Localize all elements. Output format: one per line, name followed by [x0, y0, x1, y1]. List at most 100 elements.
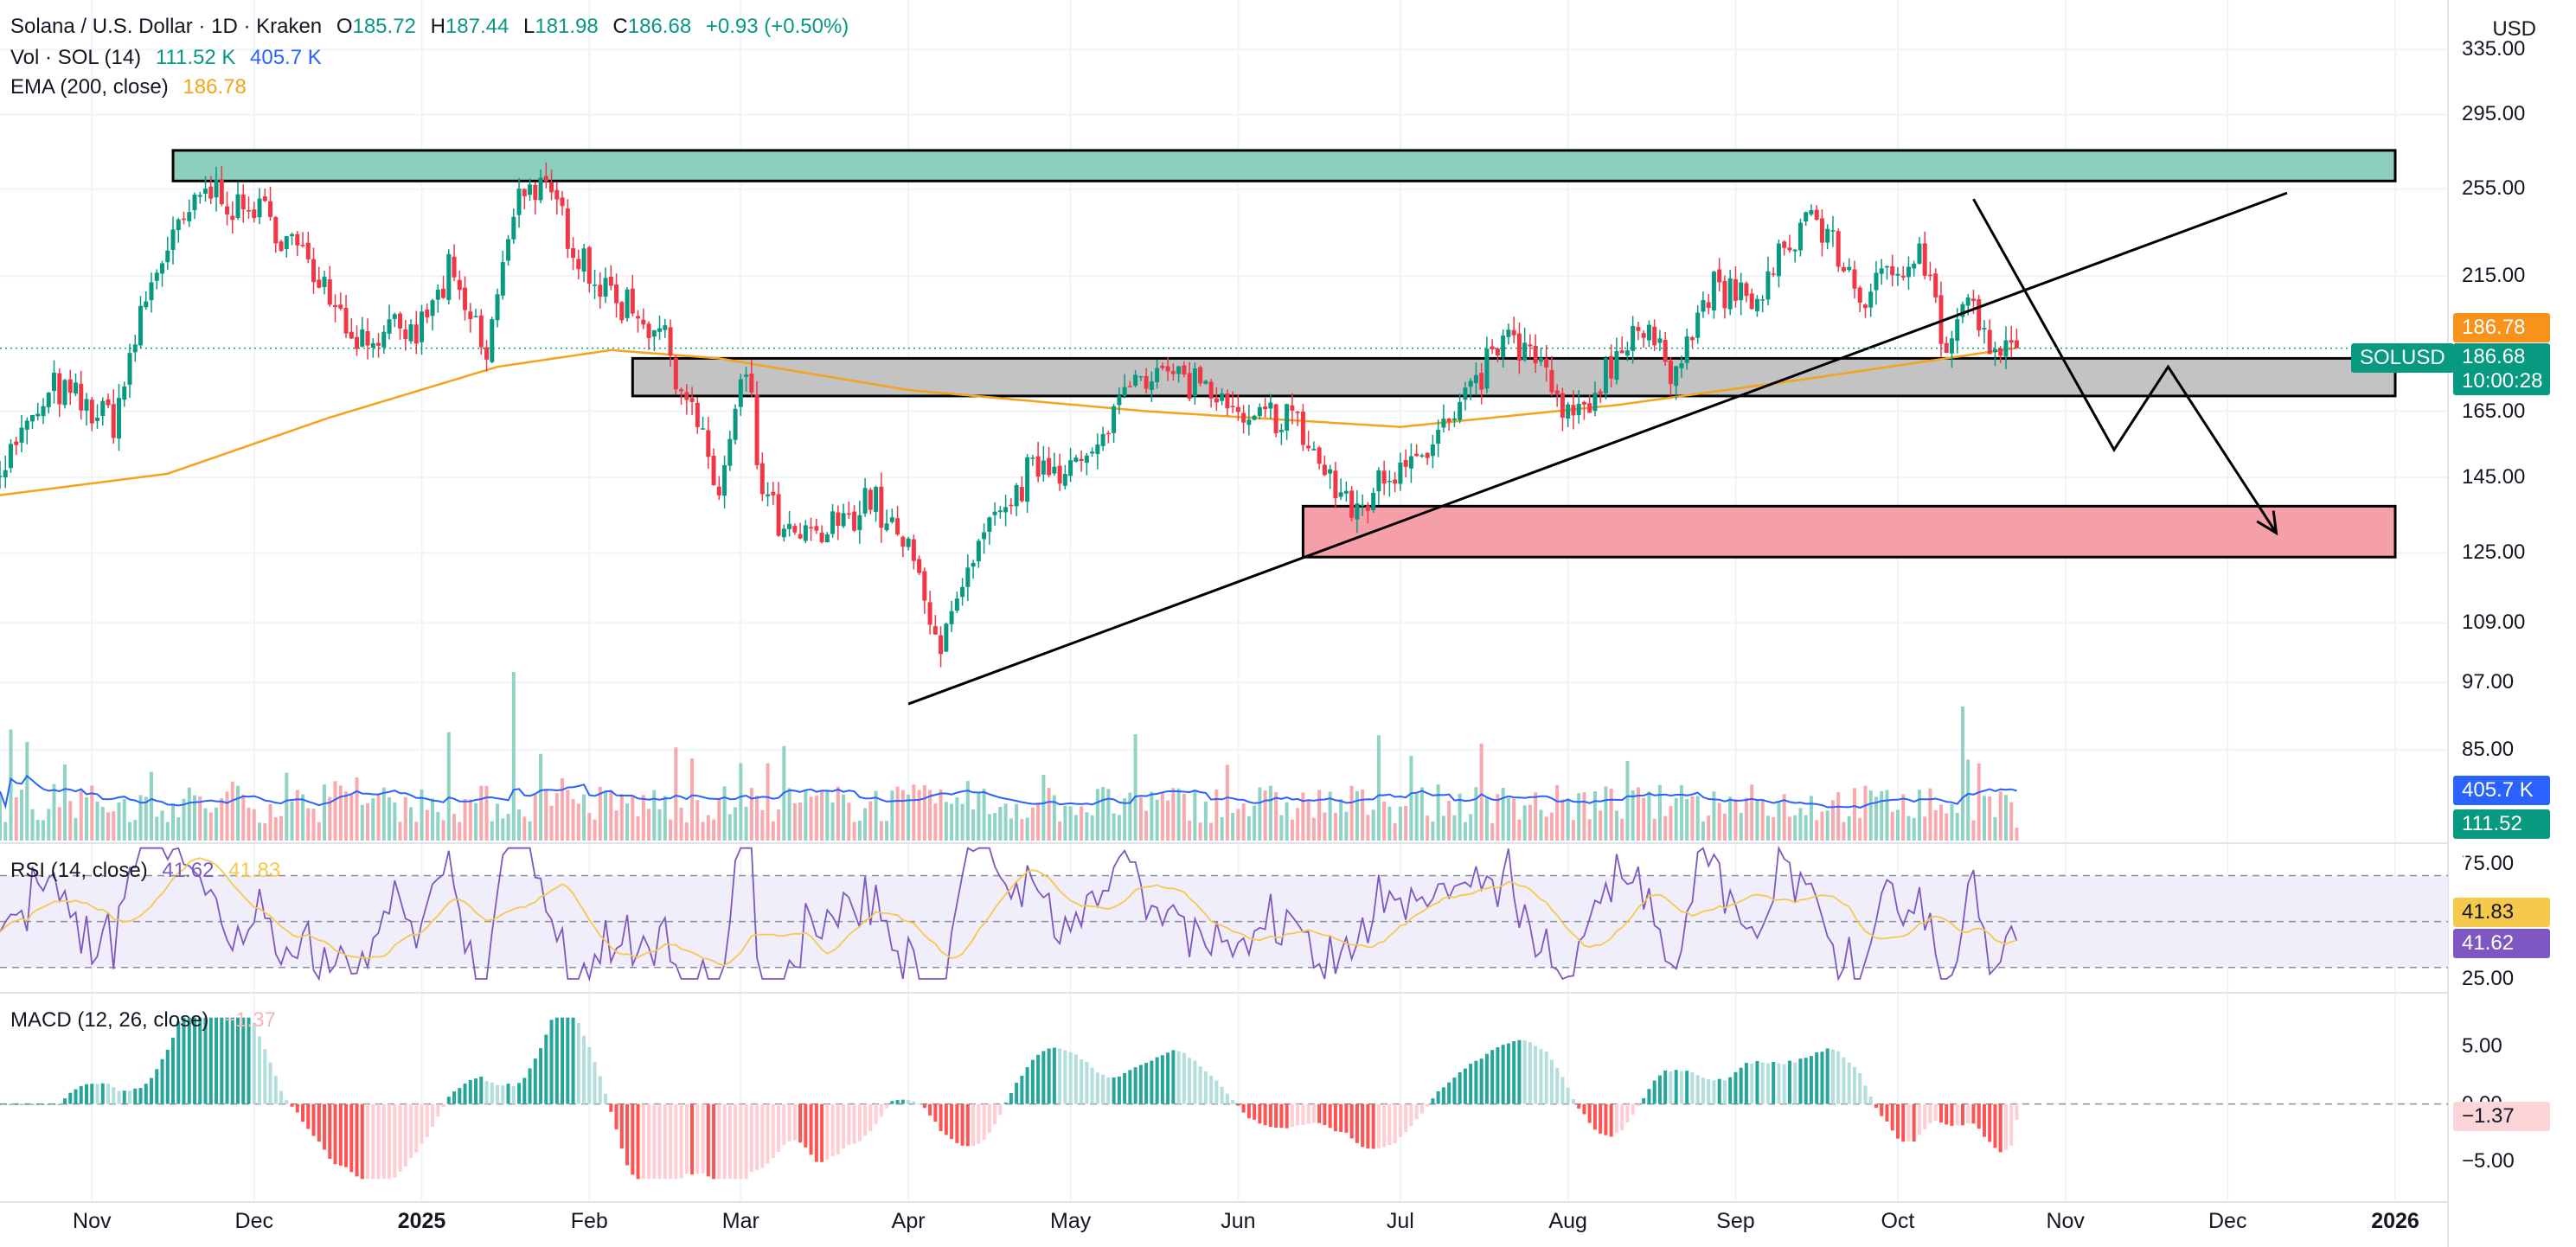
volume-bar: [220, 798, 224, 841]
candle: [1117, 387, 1122, 414]
volume-bar: [285, 772, 289, 841]
volume-bar: [30, 809, 35, 841]
volume-bar: [1003, 803, 1008, 841]
macd-histogram-bar: [1193, 1060, 1197, 1104]
macd-histogram-bar: [1188, 1058, 1192, 1104]
candle: [852, 505, 857, 533]
volume-bar: [1928, 788, 1932, 841]
volume-bar: [825, 790, 830, 841]
volume-bar: [9, 729, 13, 841]
candle: [435, 284, 440, 313]
macd-legend[interactable]: MACD (12, 26, close) −1.37: [10, 1006, 285, 1035]
candle: [900, 535, 906, 558]
volume-bar: [68, 801, 73, 841]
candle: [516, 177, 522, 228]
candle-body: [1668, 360, 1673, 385]
macd-histogram-bar: [928, 1103, 932, 1116]
macd-legend-value: −1.37: [223, 1008, 276, 1032]
candle: [1814, 205, 1819, 221]
candle-body: [932, 626, 938, 635]
volume-bar: [333, 781, 337, 841]
candle: [879, 472, 884, 543]
candle-body: [1073, 457, 1079, 463]
macd-histogram-bar: [868, 1103, 873, 1132]
candle-body: [317, 279, 322, 288]
candle-body: [435, 289, 440, 300]
macd-histogram-bar: [1701, 1078, 1705, 1104]
time-axis-label: 2025: [397, 1209, 446, 1233]
candle: [711, 448, 716, 486]
candle-body: [338, 304, 343, 309]
currency-selector[interactable]: USD: [2492, 17, 2536, 41]
volume-bar: [20, 790, 24, 841]
macd-histogram-bar: [1874, 1103, 1878, 1109]
macd-histogram-bar: [554, 1017, 559, 1104]
candle-body: [1133, 374, 1138, 386]
ema-legend[interactable]: EMA (200, close) 186.78: [10, 73, 255, 102]
macd-histogram-bar: [1647, 1089, 1651, 1104]
volume-bar: [1750, 784, 1754, 841]
candle-body: [257, 198, 262, 218]
volume-ma-tag: 405.7 K: [2453, 776, 2550, 805]
candle-body: [1187, 373, 1192, 400]
candle-body: [1592, 393, 1598, 412]
macd-histogram-bar: [907, 1100, 911, 1104]
candle: [992, 502, 997, 526]
macd-histogram-bar: [1387, 1103, 1392, 1146]
candle-body: [1809, 210, 1814, 214]
candle: [106, 393, 111, 409]
candle: [1944, 336, 1949, 354]
candle-body: [1544, 358, 1549, 368]
candle: [1581, 400, 1586, 420]
candle: [500, 250, 505, 300]
candle: [1403, 449, 1408, 477]
macd-histogram-bar: [133, 1088, 138, 1104]
volume-bar: [717, 798, 721, 841]
candle-body: [1890, 265, 1895, 276]
candle: [2009, 325, 2014, 358]
candle: [1062, 464, 1067, 489]
candle-body: [365, 330, 370, 346]
macd-histogram-bar: [814, 1103, 818, 1162]
candle-body: [1328, 469, 1333, 474]
volume-bar: [641, 795, 645, 841]
macd-histogram-bar: [1571, 1099, 1575, 1104]
volume-bar: [1376, 735, 1381, 841]
volume-bar: [1912, 817, 1916, 841]
candle-body: [1949, 338, 1954, 354]
volume-bar: [1895, 809, 1900, 841]
candle-body: [1257, 406, 1262, 417]
macd-histogram-bar: [1317, 1103, 1322, 1123]
rsi-legend[interactable]: RSI (14, close) 41.62 41.83: [10, 856, 289, 886]
macd-histogram-bar: [1501, 1045, 1505, 1104]
candle-body: [1025, 457, 1030, 502]
candle: [1668, 356, 1673, 396]
macd-histogram-bar: [236, 1017, 240, 1104]
candle: [376, 333, 381, 358]
macd-histogram-bar: [1279, 1103, 1284, 1129]
volume-bar: [1777, 803, 1781, 841]
volume-bar: [100, 807, 105, 841]
volume-bar: [3, 822, 8, 841]
candle-body: [992, 511, 997, 515]
macd-histogram-bar: [436, 1103, 440, 1117]
candle-body: [9, 444, 14, 469]
volume-bar: [1793, 815, 1797, 841]
candle-body: [441, 288, 446, 298]
candle-body: [1290, 405, 1295, 411]
volume-legend[interactable]: Vol · SOL (14) 111.52 K 405.7 K: [10, 43, 330, 73]
volume-bar: [1133, 734, 1137, 841]
candle: [182, 211, 187, 225]
candle: [1365, 502, 1370, 523]
macd-histogram-bar: [582, 1035, 586, 1104]
candle-body: [1646, 324, 1651, 341]
volume-bar: [1782, 794, 1786, 841]
symbol-title[interactable]: Solana / U.S. Dollar · 1D · Kraken: [10, 15, 323, 38]
candle: [932, 615, 938, 636]
candle: [1306, 431, 1311, 452]
candle-body: [333, 304, 338, 308]
candle-body: [1960, 304, 1965, 317]
candle: [911, 534, 916, 570]
candle-body: [1754, 298, 1759, 311]
